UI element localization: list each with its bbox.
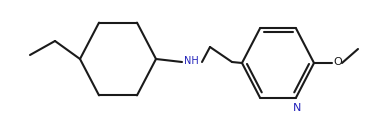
Text: N: N: [293, 102, 301, 112]
Text: O: O: [333, 56, 342, 66]
Text: NH: NH: [184, 56, 199, 65]
